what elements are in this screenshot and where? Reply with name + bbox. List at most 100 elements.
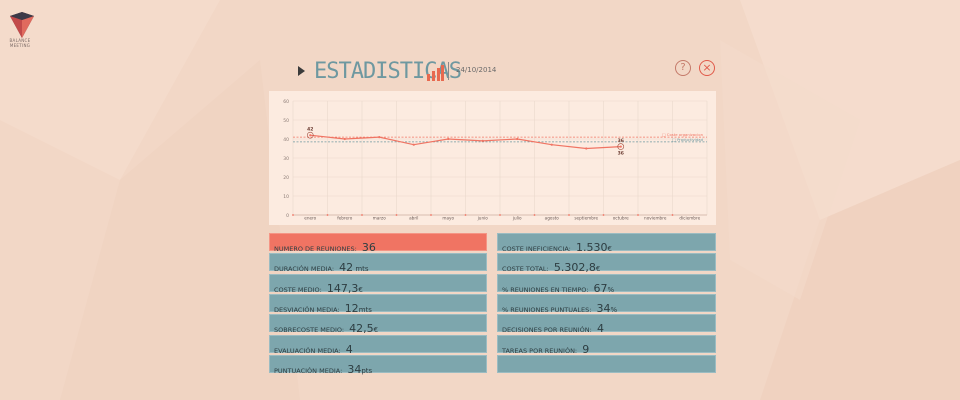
stat-value: 36 — [361, 241, 376, 254]
stat-right-2: % reuniones en tiempo: 67% — [497, 273, 716, 294]
x-tick-marker — [533, 214, 536, 216]
stat-value: 34 — [347, 362, 362, 376]
x-tick-label: junio — [477, 216, 489, 221]
stat-row: Desviación media: 12mts — [274, 297, 372, 316]
x-tick-marker — [326, 214, 329, 216]
stat-right-1: Coste total: 5.302,8€ — [497, 253, 716, 274]
stat-label: Coste total: — [502, 265, 549, 274]
stat-unit: € — [358, 285, 363, 294]
stat-right-0: Coste ineficiencia: 1.530€ — [497, 233, 716, 254]
stat-label: Decisiones por reunión: — [502, 326, 592, 335]
stat-left-3: Desviación media: 12mts — [269, 293, 487, 314]
stat-left-0: Numero de reuniones: 36 — [269, 233, 487, 254]
series-point — [412, 143, 415, 146]
x-tick-marker — [395, 214, 398, 216]
stat-value: 42,5 — [349, 322, 374, 336]
x-tick-label: marzo — [373, 216, 387, 221]
x-tick-label: diciembre — [679, 216, 700, 221]
marker-label-top: 36 — [618, 138, 624, 144]
stat-row: Puntuación media: 34pts — [274, 358, 372, 377]
stat-label: Desviación media: — [274, 305, 340, 314]
stat-right-4: Decisiones por reunión: 4 — [497, 314, 716, 335]
x-tick-label: julio — [512, 216, 522, 221]
stat-unit: € — [373, 326, 379, 335]
marker-label-top: 42 — [307, 127, 313, 133]
x-tick-marker — [499, 214, 501, 216]
x-tick-marker — [568, 214, 570, 216]
x-tick-label: enero — [304, 216, 316, 221]
diamond-logo-icon — [10, 12, 34, 38]
stat-row: Coste ineficiencia: 1.530€ — [502, 236, 612, 255]
y-tick-label: 0 — [286, 213, 289, 219]
stat-label: % reuniones puntuales: — [502, 305, 592, 314]
y-tick-label: 20 — [283, 175, 289, 181]
stat-value: 34 — [596, 301, 611, 315]
highlight-marker — [306, 131, 314, 139]
x-tick-marker — [464, 214, 467, 216]
x-tick-label: mayo — [442, 216, 454, 221]
stat-label: Tareas por reunión: — [502, 346, 578, 355]
series-point — [378, 136, 381, 139]
stat-unit: mts — [358, 305, 372, 314]
stat-unit: mts — [353, 265, 369, 274]
stat-row: Evaluación media: 4 — [274, 338, 353, 357]
series-point — [447, 137, 450, 141]
stat-row: Decisiones por reunión: 4 — [502, 317, 604, 336]
x-tick-label: noviembre — [644, 216, 667, 221]
reference-line-label: □ Coste organizacion — [662, 132, 704, 137]
series-point — [481, 139, 484, 142]
stat-left-5: Evaluación media: 4 — [269, 334, 487, 355]
reference-line-label: □ Productividad — [672, 137, 703, 142]
x-tick-label: octubre — [613, 216, 629, 221]
stat-value: 67 — [593, 281, 608, 295]
stat-row: Coste total: 5.302,8€ — [502, 256, 600, 275]
stat-value: 12 — [344, 301, 359, 315]
stat-label: Sobrecoste medio: — [274, 326, 345, 335]
stat-row: % reuniones en tiempo: 67% — [502, 277, 614, 296]
stat-right-3: % reuniones puntuales: 34% — [497, 293, 716, 314]
series-line — [310, 134, 621, 150]
stat-unit: € — [595, 265, 601, 274]
stat-value: 4 — [345, 342, 353, 356]
stat-unit: % — [610, 305, 618, 314]
stat-value: 5.302,8 — [553, 261, 596, 275]
logo-text-line1: BALANCE — [9, 38, 31, 43]
series-point — [516, 137, 519, 141]
y-tick-label: 50 — [283, 118, 289, 124]
marker-label-bottom: 36 — [618, 151, 624, 157]
x-tick-marker — [430, 214, 432, 216]
stat-label: Numero de reuniones: — [274, 245, 357, 253]
stat-label: Evaluación media: — [274, 346, 341, 355]
x-tick-marker — [637, 214, 639, 216]
stat-value: 147,3 — [326, 281, 359, 295]
series-point — [309, 134, 312, 137]
stat-label: Puntuación media: — [274, 366, 343, 375]
x-tick-label: septiembre — [574, 216, 598, 221]
stat-unit: % — [607, 285, 615, 294]
bar-chart-icon — [427, 65, 444, 81]
stat-value: 1.530 — [575, 241, 608, 254]
y-tick-label: 60 — [283, 99, 289, 105]
header: ESTADISTICAS 24/10/2014 ? × — [298, 60, 720, 86]
stat-label: % reuniones en tiempo: — [502, 285, 589, 294]
divider — [448, 62, 449, 80]
date-label: 24/10/2014 — [456, 66, 497, 74]
play-icon[interactable] — [298, 66, 305, 76]
stat-row: Numero de reuniones: 36 — [274, 236, 376, 255]
x-tick-marker — [671, 214, 674, 216]
x-tick-marker — [602, 214, 605, 216]
series-point — [585, 147, 588, 150]
x-tick-label: abril — [409, 216, 418, 221]
stat-row: Duración media: 42 mts — [274, 256, 369, 275]
stat-value: 9 — [582, 342, 590, 356]
stat-left-6: Puntuación media: 34pts — [269, 354, 487, 375]
series-point — [619, 145, 622, 148]
stat-left-1: Duración media: 42 mts — [269, 253, 487, 274]
close-icon[interactable]: × — [699, 60, 715, 76]
stat-label: Coste ineficiencia: — [502, 245, 571, 253]
stat-row: % reuniones puntuales: 34% — [502, 297, 617, 316]
help-icon[interactable]: ? — [675, 60, 691, 76]
stat-left-4: Sobrecoste medio: 42,5€ — [269, 314, 487, 336]
stat-unit: € — [607, 245, 612, 253]
